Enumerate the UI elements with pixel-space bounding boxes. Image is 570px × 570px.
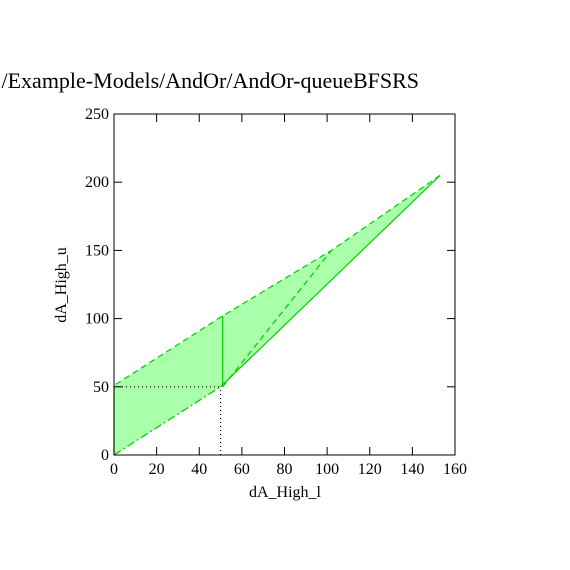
- x-axis-label: dA_High_l: [249, 484, 322, 501]
- y-tick-label: 150: [85, 242, 109, 259]
- x-tick-label: 80: [277, 461, 293, 478]
- boundary-line: [222, 250, 332, 388]
- x-tick-label: 140: [400, 461, 424, 478]
- x-tick-label: 60: [234, 461, 250, 478]
- boundary-line: [113, 386, 221, 456]
- boundary-line: [113, 174, 441, 386]
- y-tick-label: 0: [101, 447, 109, 464]
- x-tick-label: 160: [443, 461, 467, 478]
- x-tick-label: 20: [149, 461, 165, 478]
- y-tick-label: 250: [85, 106, 109, 123]
- boundary-line: [220, 174, 441, 388]
- x-tick-label: 100: [315, 461, 339, 478]
- x-tick-label: 40: [191, 461, 207, 478]
- y-axis-label: dA_High_u: [53, 247, 70, 323]
- y-tick-label: 50: [93, 379, 109, 396]
- y-tick-label: 200: [85, 174, 109, 191]
- y-tick-label: 100: [85, 311, 109, 328]
- x-tick-label: 120: [358, 461, 382, 478]
- region: [114, 175, 441, 455]
- chart-title: ./Example-Models/AndOr/AndOr-queueBFSRS: [0, 68, 419, 93]
- x-tick-label: 0: [110, 461, 118, 478]
